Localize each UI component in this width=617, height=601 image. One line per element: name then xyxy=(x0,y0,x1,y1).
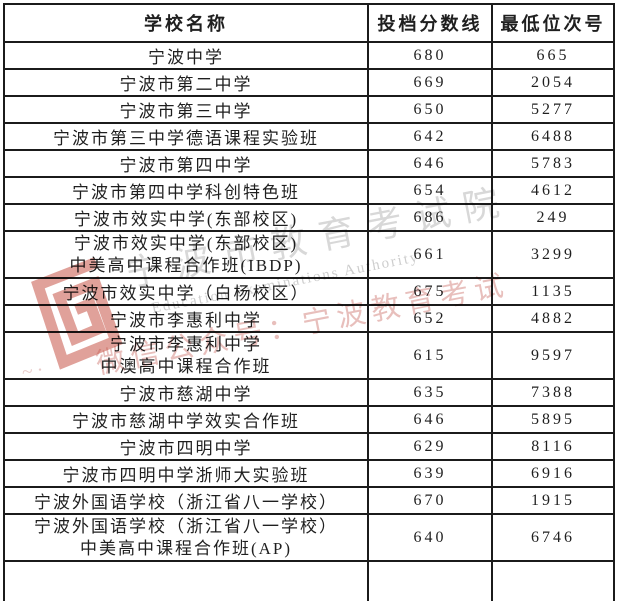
school-name xyxy=(3,560,369,601)
school-name: 宁波市第三中学德语课程实验班 xyxy=(3,122,369,151)
score-table-document: 学校名称 投档分数线 最低位次号 宁波中学 680 665 宁波市第二中学 66… xyxy=(3,3,615,601)
score-value: 646 xyxy=(367,405,493,434)
school-name: 宁波市效实中学(东部校区) xyxy=(3,203,369,232)
table-row: 宁波市效实中学(东部校区) 686 249 xyxy=(3,203,615,232)
rank-value: 5277 xyxy=(491,95,615,124)
score-value: 661 xyxy=(367,230,493,279)
rank-value: 665 xyxy=(491,41,615,70)
school-name: 宁波市慈湖中学效实合作班 xyxy=(3,405,369,434)
school-name-line2: 中澳高中课程合作班 xyxy=(100,356,272,376)
table-row: 宁波市慈湖中学效实合作班 646 5895 xyxy=(3,405,615,434)
school-name: 宁波市李惠利中学 xyxy=(3,304,369,333)
table-header-row: 学校名称 投档分数线 最低位次号 xyxy=(3,3,615,43)
rank-value: 8116 xyxy=(491,432,615,461)
score-value: 629 xyxy=(367,432,493,461)
table-row: 宁波市李惠利中学 中澳高中课程合作班 615 9597 xyxy=(3,331,615,380)
rank-value: 5783 xyxy=(491,149,615,178)
table-row: 宁波市四明中学 629 8116 xyxy=(3,432,615,461)
score-value: 615 xyxy=(367,331,493,380)
rank-value: 6746 xyxy=(491,513,615,562)
school-name-line2: 中美高中课程合作班(IBDP) xyxy=(69,255,303,275)
school-name-two-line: 宁波外国语学校（浙江省八一学校） 中美高中课程合作班(AP) xyxy=(3,513,369,562)
school-name: 宁波市第三中学 xyxy=(3,95,369,124)
header-lowest-rank: 最低位次号 xyxy=(491,3,615,43)
school-name: 宁波市效实中学（白杨校区） xyxy=(3,277,369,306)
score-value: 652 xyxy=(367,304,493,333)
table-row: 宁波市慈湖中学 635 7388 xyxy=(3,378,615,407)
school-name: 宁波市第四中学科创特色班 xyxy=(3,176,369,205)
table-row: 宁波中学 680 665 xyxy=(3,41,615,70)
score-value xyxy=(367,560,493,601)
school-name: 宁波外国语学校（浙江省八一学校） xyxy=(3,486,369,515)
table-row: 宁波市第四中学科创特色班 654 4612 xyxy=(3,176,615,205)
school-name-two-line: 宁波市效实中学(东部校区) 中美高中课程合作班(IBDP) xyxy=(3,230,369,279)
table-row: 宁波市第四中学 646 5783 xyxy=(3,149,615,178)
school-name-line1: 宁波市效实中学(东部校区) xyxy=(73,233,299,253)
rank-value: 6916 xyxy=(491,459,615,488)
table-row: 宁波市第三中学 650 5277 xyxy=(3,95,615,124)
school-name: 宁波市四明中学浙师大实验班 xyxy=(3,459,369,488)
rank-value: 1915 xyxy=(491,486,615,515)
header-school-name: 学校名称 xyxy=(3,3,369,43)
score-table: 学校名称 投档分数线 最低位次号 宁波中学 680 665 宁波市第二中学 66… xyxy=(3,3,615,601)
score-value: 654 xyxy=(367,176,493,205)
table-row: 宁波外国语学校（浙江省八一学校） 中美高中课程合作班(AP) 640 6746 xyxy=(3,513,615,562)
score-value: 646 xyxy=(367,149,493,178)
school-name-line2: 中美高中课程合作班(AP) xyxy=(79,538,293,558)
score-value: 686 xyxy=(367,203,493,232)
rank-value: 7388 xyxy=(491,378,615,407)
score-value: 680 xyxy=(367,41,493,70)
school-name: 宁波市慈湖中学 xyxy=(3,378,369,407)
table-row: 宁波市四明中学浙师大实验班 639 6916 xyxy=(3,459,615,488)
table-row: 宁波市效实中学(东部校区) 中美高中课程合作班(IBDP) 661 3299 xyxy=(3,230,615,279)
rank-value: 2054 xyxy=(491,68,615,97)
score-value: 640 xyxy=(367,513,493,562)
school-name: 宁波市四明中学 xyxy=(3,432,369,461)
school-name-line1: 宁波外国语学校（浙江省八一学校） xyxy=(34,516,338,536)
rank-value xyxy=(491,560,615,601)
score-value: 669 xyxy=(367,68,493,97)
school-name: 宁波中学 xyxy=(3,41,369,70)
rank-value: 6488 xyxy=(491,122,615,151)
score-value: 639 xyxy=(367,459,493,488)
rank-value: 249 xyxy=(491,203,615,232)
table-row: 宁波市第三中学德语课程实验班 642 6488 xyxy=(3,122,615,151)
table-row-partial xyxy=(3,560,615,601)
school-name: 宁波市第二中学 xyxy=(3,68,369,97)
school-name-two-line: 宁波市李惠利中学 中澳高中课程合作班 xyxy=(3,331,369,380)
rank-value: 1135 xyxy=(491,277,615,306)
score-value: 642 xyxy=(367,122,493,151)
header-score-line: 投档分数线 xyxy=(367,3,493,43)
school-name: 宁波市第四中学 xyxy=(3,149,369,178)
rank-value: 4882 xyxy=(491,304,615,333)
table-row: 宁波市第二中学 669 2054 xyxy=(3,68,615,97)
table-row: 宁波外国语学校（浙江省八一学校） 670 1915 xyxy=(3,486,615,515)
rank-value: 3299 xyxy=(491,230,615,279)
score-value: 670 xyxy=(367,486,493,515)
school-name-line1: 宁波市李惠利中学 xyxy=(110,334,262,354)
score-value: 675 xyxy=(367,277,493,306)
score-value: 650 xyxy=(367,95,493,124)
score-value: 635 xyxy=(367,378,493,407)
rank-value: 5895 xyxy=(491,405,615,434)
rank-value: 9597 xyxy=(491,331,615,380)
table-row: 宁波市效实中学（白杨校区） 675 1135 xyxy=(3,277,615,306)
rank-value: 4612 xyxy=(491,176,615,205)
table-row: 宁波市李惠利中学 652 4882 xyxy=(3,304,615,333)
